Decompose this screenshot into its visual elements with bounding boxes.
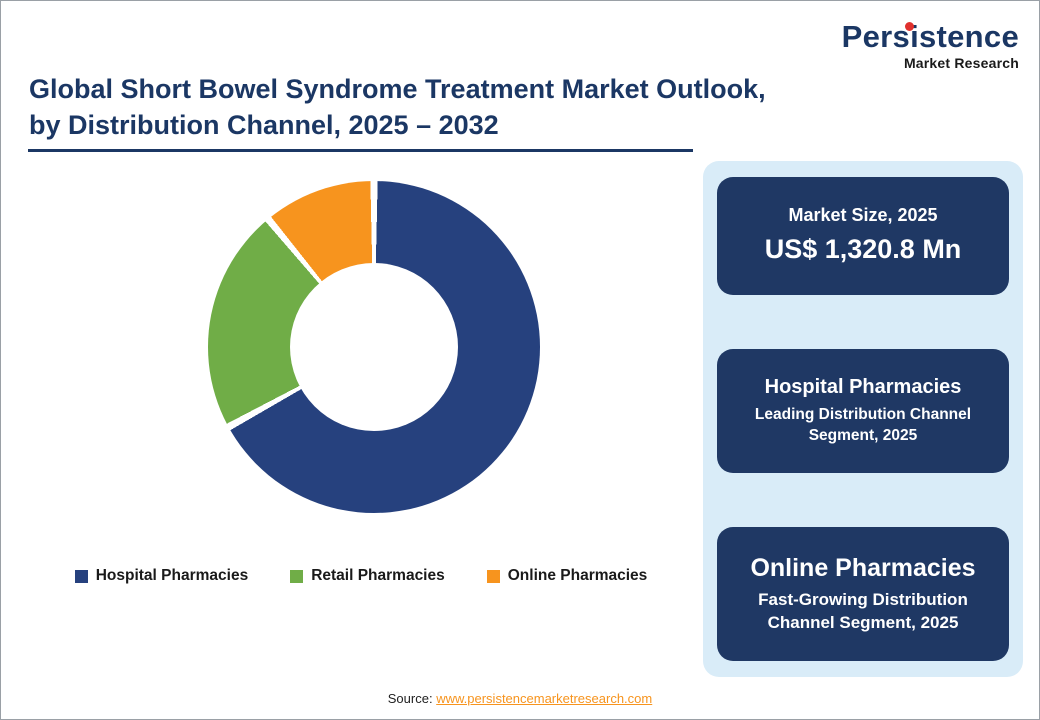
- legend-item-hospital-pharmacies: Hospital Pharmacies: [74, 567, 249, 585]
- donut-chart-hole: [290, 263, 458, 431]
- highlight-panel: Market Size, 2025 US$ 1,320.8 Mn Hospita…: [703, 161, 1023, 677]
- legend-swatch-online-pharmacies: [486, 569, 500, 583]
- source-link[interactable]: www.persistencemarketresearch.com: [436, 691, 653, 706]
- fast-growing-segment-card-title: Online Pharmacies: [750, 554, 976, 583]
- legend-item-retail-pharmacies: Retail Pharmacies: [290, 567, 445, 585]
- legend-item-online-pharmacies: Online Pharmacies: [486, 567, 648, 585]
- logo-tagline: Market Research: [903, 55, 1019, 71]
- chart-legend: Hospital Pharmacies Retail Pharmacies On…: [21, 567, 701, 585]
- company-logo: Persistence Market Research: [842, 21, 1019, 71]
- market-size-card-value: US$ 1,320.8 Mn: [764, 233, 962, 264]
- logo-wordmark-text: Persistence: [841, 19, 1019, 54]
- donut-chart-container: [208, 181, 540, 513]
- logo-red-dot-icon: [904, 22, 914, 31]
- leading-segment-card-subtitle: Leading Distribution Channel Segment, 20…: [754, 406, 972, 444]
- leading-segment-card: Hospital Pharmacies Leading Distribution…: [717, 349, 1009, 473]
- page-title-line1: Global Short Bowel Syndrome Treatment Ma…: [29, 74, 766, 104]
- title-underline: [28, 149, 693, 152]
- market-size-card: Market Size, 2025 US$ 1,320.8 Mn: [717, 177, 1009, 295]
- fast-growing-segment-card: Online Pharmacies Fast-Growing Distribut…: [717, 527, 1009, 661]
- logo-wordmark: Persistence: [842, 21, 1019, 52]
- source-label: Source:: [387, 691, 433, 706]
- legend-swatch-hospital-pharmacies: [74, 569, 88, 583]
- legend-label-online-pharmacies: Online Pharmacies: [507, 567, 648, 584]
- legend-swatch-retail-pharmacies: [290, 569, 304, 583]
- legend-label-hospital-pharmacies: Hospital Pharmacies: [95, 567, 249, 584]
- page-title: Global Short Bowel Syndrome Treatment Ma…: [29, 71, 766, 144]
- source-line: Source: www.persistencemarketresearch.co…: [1, 691, 1039, 706]
- legend-label-retail-pharmacies: Retail Pharmacies: [311, 567, 445, 584]
- fast-growing-segment-card-subtitle: Fast-Growing Distribution Channel Segmen…: [758, 590, 968, 632]
- page-title-line2: by Distribution Channel, 2025 – 2032: [29, 110, 499, 141]
- leading-segment-card-title: Hospital Pharmacies: [764, 376, 962, 399]
- market-size-card-label: Market Size, 2025: [788, 204, 938, 225]
